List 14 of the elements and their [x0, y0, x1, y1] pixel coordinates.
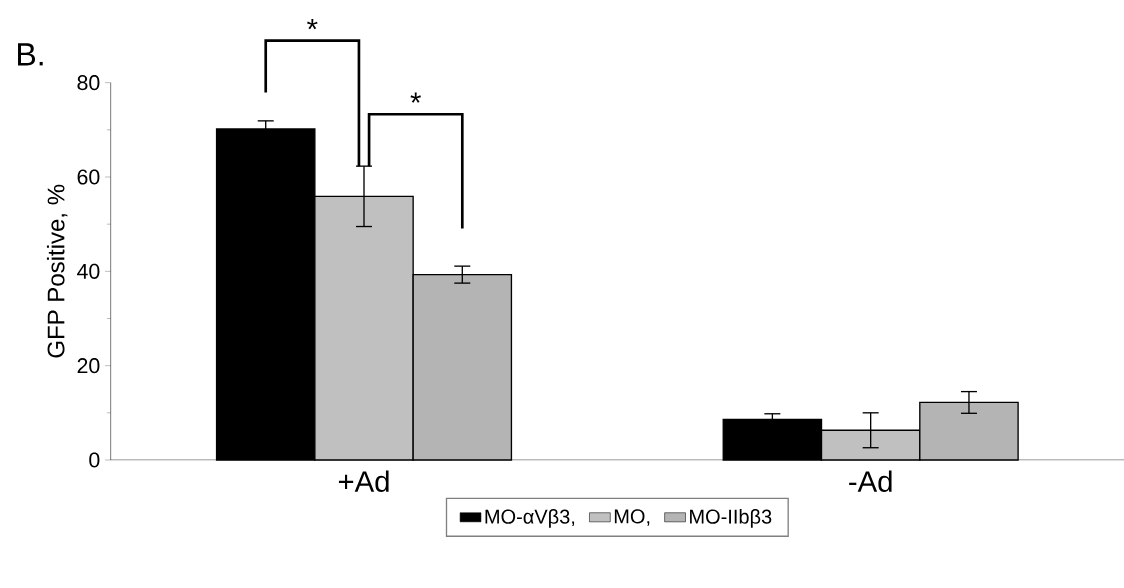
x-tick-label: -Ad: [849, 470, 892, 492]
legend-label: MO,: [614, 509, 650, 526]
y-tick-label: 60: [77, 169, 100, 185]
annotation: *: [410, 92, 421, 103]
y-tick-label: 40: [77, 263, 100, 279]
chart-title: B.: [18, 43, 43, 66]
y-tick-label: 80: [77, 75, 100, 91]
y-tick-label: 20: [77, 358, 100, 374]
text: *: [307, 18, 318, 30]
legend-label: MO-αVβ3,: [485, 509, 575, 528]
y-axis-title: GFP Positive, %: [46, 184, 68, 358]
legend-label: MO-IIbβ3: [690, 509, 772, 528]
x-tick-label: +Ad: [338, 470, 389, 492]
y-tick-label: 0: [89, 452, 100, 468]
